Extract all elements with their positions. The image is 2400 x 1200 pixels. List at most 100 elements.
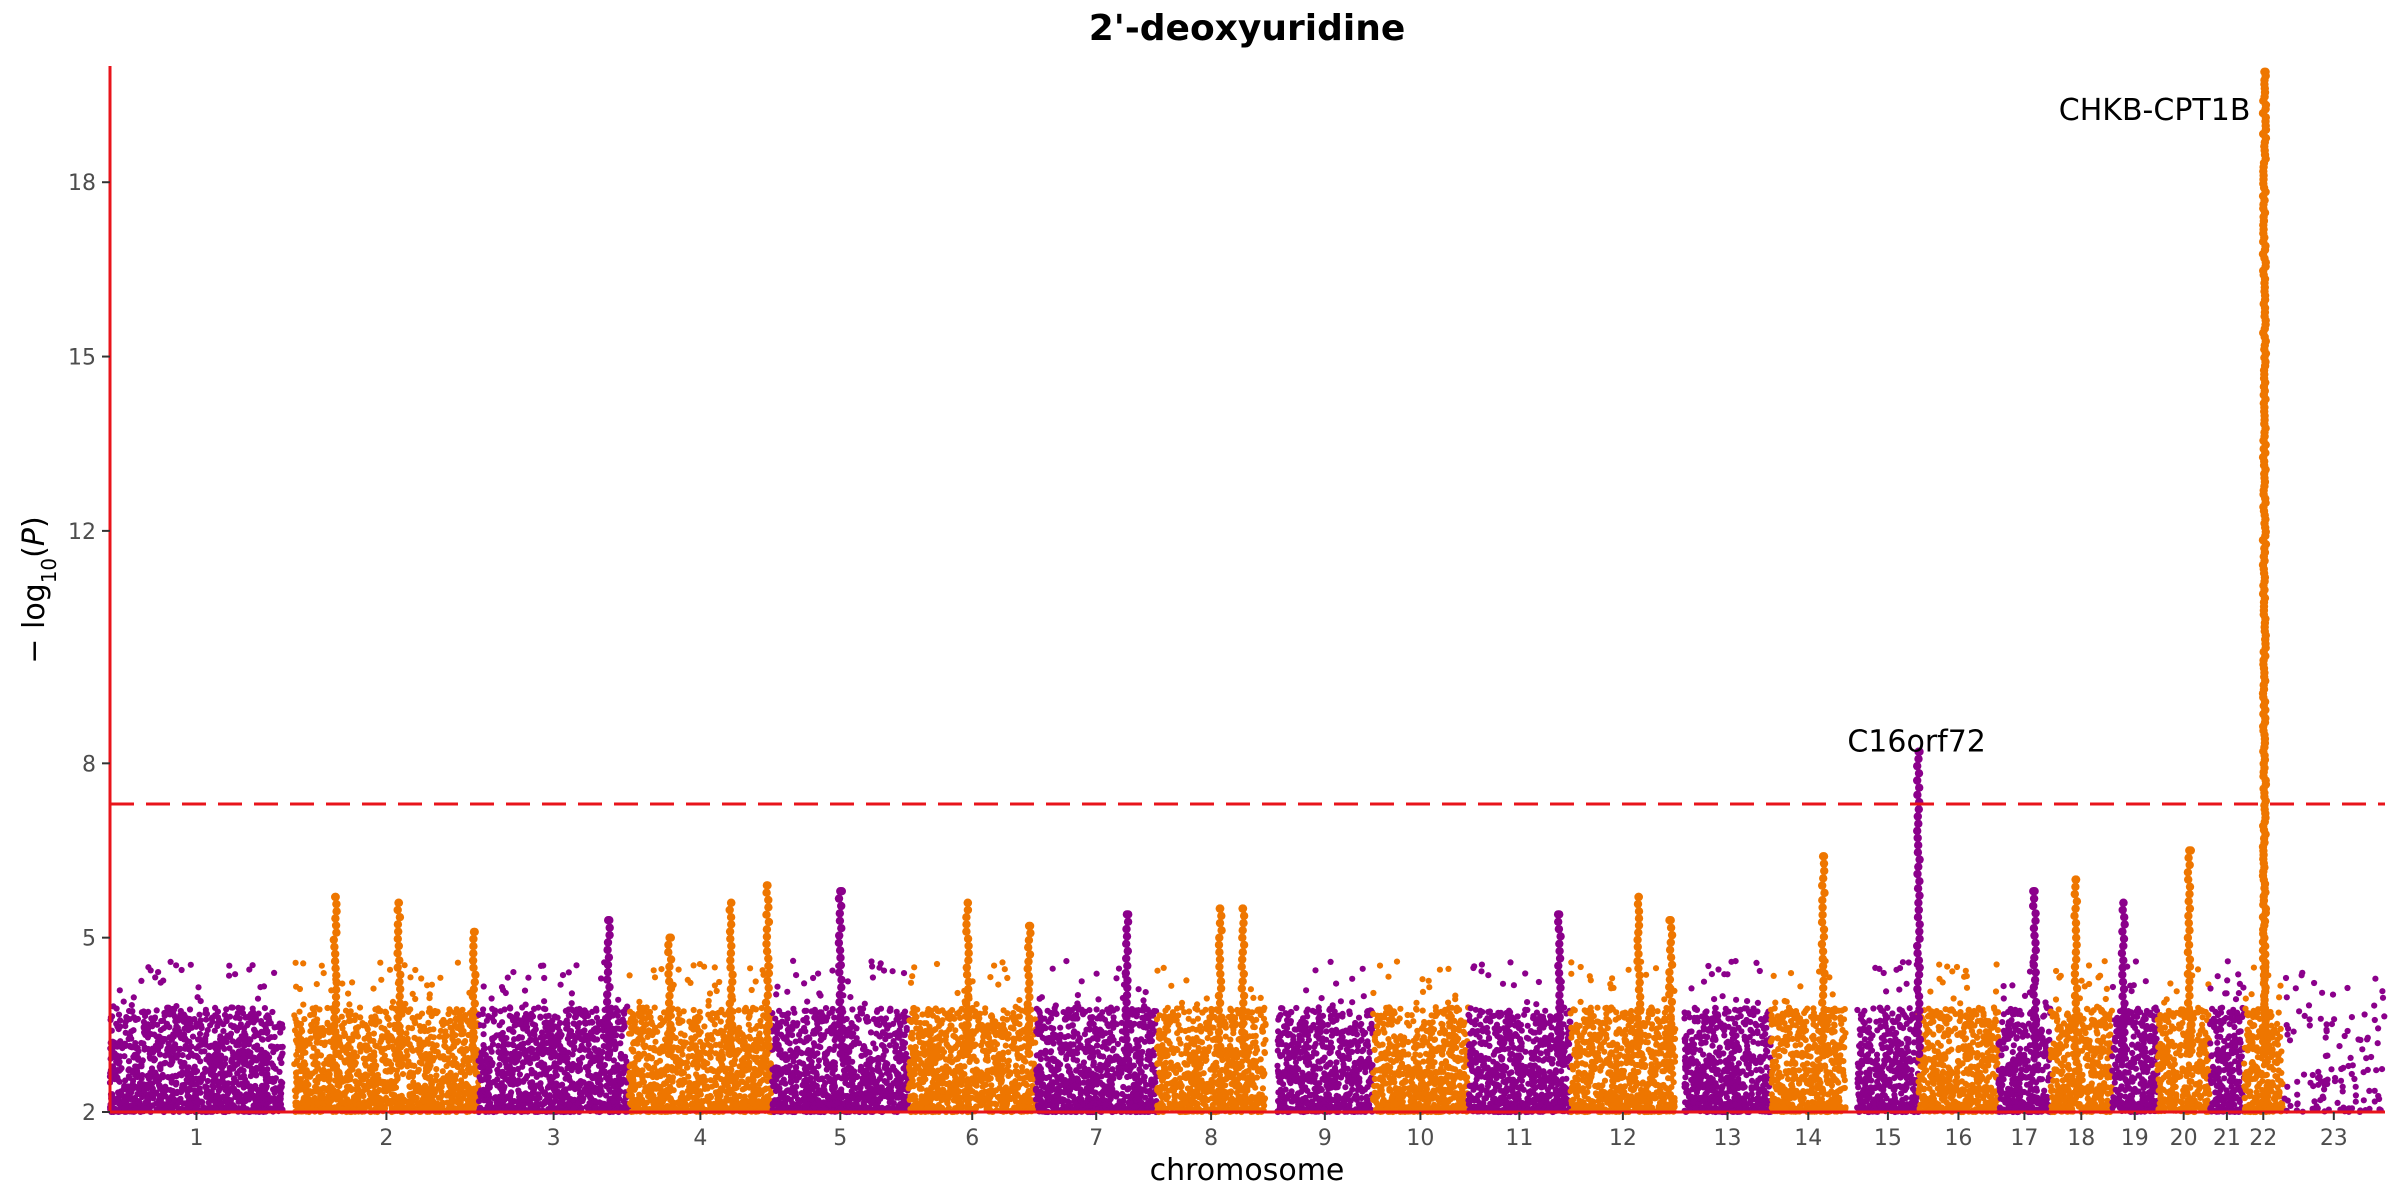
snp-point (578, 1105, 585, 1112)
snp-point (643, 1021, 650, 1028)
snp-point (539, 1039, 546, 1046)
snp-point (366, 1066, 373, 1073)
snp-point (521, 987, 529, 994)
snp-point (193, 1091, 200, 1098)
snp-point (149, 1023, 156, 1030)
snp-point (394, 1102, 401, 1109)
snp-point (216, 1078, 223, 1085)
snp-point (418, 1010, 426, 1017)
snp-point (815, 970, 822, 977)
snp-point (272, 1101, 279, 1109)
snp-point (215, 1094, 222, 1101)
snp-point (384, 1014, 391, 1021)
snp-point (539, 1051, 546, 1058)
snp-point (548, 1083, 556, 1091)
snp-point (242, 1061, 249, 1068)
snp-point (675, 1099, 682, 1106)
snp-point (135, 1098, 142, 1105)
snp-point (889, 968, 896, 975)
snp-point (712, 1050, 719, 1057)
snp-point (462, 1038, 469, 1045)
snp-point (116, 1067, 123, 1074)
snp-point (448, 1045, 455, 1052)
snp-point (136, 1080, 144, 1087)
snp-point (614, 1067, 621, 1074)
snp-point (230, 1105, 237, 1112)
snp-point (369, 1075, 376, 1082)
snp-point (639, 1004, 647, 1011)
snp-point (249, 1018, 256, 1025)
snp-point (757, 1017, 764, 1025)
snp-point (293, 1019, 300, 1026)
snp-point (439, 1021, 447, 1029)
snp-point (510, 1036, 518, 1043)
snp-point (126, 1007, 133, 1015)
snp-point (466, 1089, 473, 1096)
snp-point (405, 1103, 412, 1111)
snp-point (346, 1001, 353, 1008)
snp-point (157, 979, 164, 986)
snp-point (452, 1016, 459, 1023)
snp-point (551, 1093, 559, 1100)
snp-point (146, 1050, 153, 1058)
snp-point (480, 1031, 487, 1038)
snp-point (620, 1104, 627, 1111)
snp-point (520, 1025, 527, 1032)
snp-point (256, 1053, 263, 1060)
snp-point (679, 1039, 686, 1046)
snp-point (418, 975, 425, 982)
snp-point (407, 1069, 414, 1076)
snp-point (571, 1046, 578, 1053)
snp-point (176, 1096, 183, 1103)
snp-point (149, 1045, 156, 1052)
snp-point (534, 1082, 541, 1089)
snp-point (206, 1058, 213, 1065)
snp-point (421, 1098, 428, 1105)
snp-point (714, 1030, 721, 1037)
snp-point (318, 1039, 325, 1047)
snp-point (652, 1098, 660, 1105)
snp-point (294, 1047, 302, 1054)
snp-point (338, 1013, 345, 1020)
snp-point (218, 1100, 225, 1107)
snp-point (231, 1075, 238, 1082)
snp-point (630, 1026, 637, 1033)
snp-point (324, 1021, 331, 1028)
snp-point (501, 1097, 508, 1104)
snp-point (451, 1055, 458, 1062)
snp-point (506, 1063, 513, 1070)
snp-point (618, 1033, 625, 1040)
snp-point (231, 1023, 238, 1030)
snp-point (518, 1045, 525, 1052)
snp-point (377, 1007, 384, 1015)
snp-point (309, 1070, 316, 1077)
snp-point (647, 1014, 654, 1021)
snp-point (507, 1026, 514, 1033)
snp-point (110, 1094, 117, 1101)
snp-point (717, 1092, 724, 1099)
snp-point (117, 1042, 124, 1049)
snp-point (696, 1102, 703, 1109)
snp-point (132, 1016, 139, 1024)
snp-point (801, 980, 808, 987)
snp-point (717, 1075, 725, 1083)
snp-point (370, 985, 377, 992)
snp-point (596, 1021, 603, 1028)
snp-point (742, 1097, 749, 1104)
snp-point (612, 1005, 619, 1012)
snp-point (449, 1029, 456, 1036)
snp-point (500, 1054, 508, 1061)
snp-point (687, 979, 694, 987)
snp-point (565, 1012, 573, 1019)
snp-point (220, 1028, 227, 1035)
snp-point (374, 1071, 381, 1078)
snp-point (547, 1025, 554, 1032)
snp-point (261, 1005, 268, 1012)
snp-point (296, 1086, 304, 1093)
snp-point (251, 1054, 258, 1061)
snp-point (747, 1035, 754, 1042)
snp-point (568, 990, 576, 997)
snp-point (276, 1068, 283, 1075)
snp-point (148, 1092, 155, 1099)
snp-point (651, 1047, 658, 1054)
